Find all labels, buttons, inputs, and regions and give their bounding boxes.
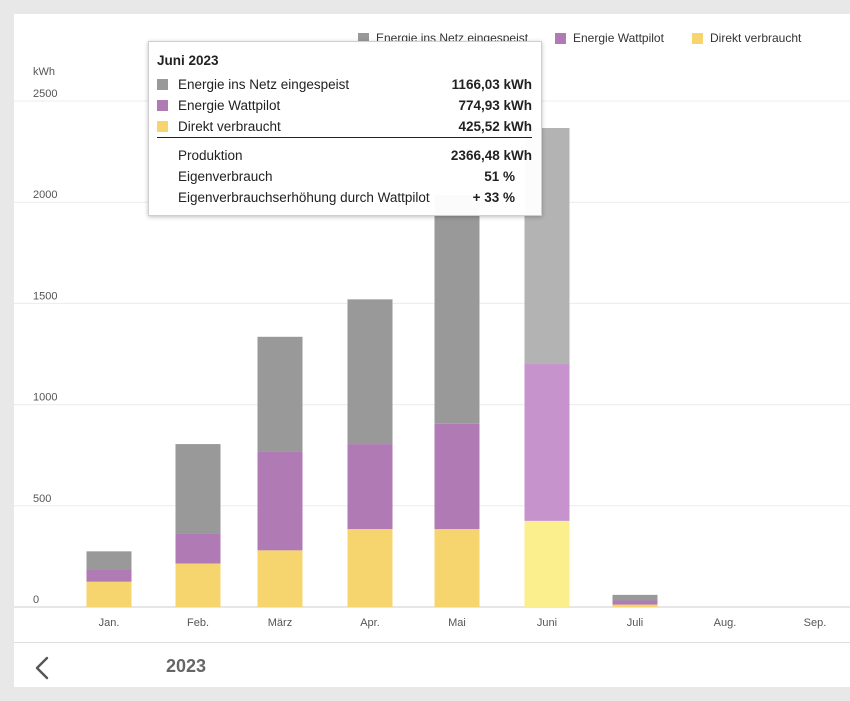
y-axis-unit: kWh bbox=[33, 66, 55, 78]
bars bbox=[86, 128, 658, 607]
bar-segment[interactable] bbox=[347, 529, 393, 607]
legend-label: Direkt verbraucht bbox=[710, 31, 802, 45]
bar-segment[interactable] bbox=[434, 529, 480, 607]
y-tick-label: 500 bbox=[33, 493, 51, 505]
bar-segment[interactable] bbox=[524, 364, 570, 521]
y-tick-label: 0 bbox=[33, 594, 39, 606]
x-tick-label: Juli bbox=[627, 617, 644, 629]
tooltip-row-value: 425,52 kWh bbox=[458, 119, 532, 134]
tooltip: Juni 2023 Energie ins Netz eingespeist 1… bbox=[148, 41, 542, 216]
bar-segment[interactable] bbox=[175, 444, 221, 534]
tooltip-row-value: 774,93 kWh bbox=[458, 98, 532, 113]
bar-segment[interactable] bbox=[257, 550, 303, 607]
bar-segment[interactable] bbox=[257, 451, 303, 551]
bar-segment[interactable] bbox=[434, 423, 480, 530]
tooltip-summary-row: Produktion bbox=[157, 145, 243, 165]
tooltip-title: Juni 2023 bbox=[157, 53, 219, 68]
footer-divider bbox=[14, 642, 850, 643]
bar-segment[interactable] bbox=[434, 195, 480, 424]
bar-segment[interactable] bbox=[175, 533, 221, 564]
bar-segment[interactable] bbox=[524, 520, 570, 607]
bar-segment[interactable] bbox=[347, 299, 393, 445]
legend-swatch bbox=[358, 32, 369, 44]
tooltip-summary-label: Eigenverbrauch bbox=[178, 168, 273, 184]
tooltip-row-label: Energie ins Netz eingespeist bbox=[178, 76, 350, 92]
tooltip-row-label: Energie Wattpilot bbox=[178, 97, 281, 113]
tooltip-summary-value: + 33 % bbox=[472, 190, 515, 205]
stacked-bar-chart: 0 500 1000 1500 2000 2500 Jan. Feb. März Apr. Mai… bbox=[14, 88, 850, 629]
x-tick-label: Juni bbox=[537, 617, 557, 629]
bar-segment[interactable] bbox=[86, 551, 132, 570]
bar-segment[interactable] bbox=[612, 600, 658, 605]
tooltip-summary-value: 2366,48 kWh bbox=[450, 148, 532, 163]
y-tick-label: 1500 bbox=[33, 290, 57, 302]
tooltip-summary-row: Eigenverbrauch bbox=[157, 166, 273, 186]
tooltip-row: Direkt verbraucht bbox=[157, 116, 281, 136]
chevron-left-icon bbox=[35, 656, 49, 680]
tooltip-row: Energie ins Netz eingespeist bbox=[157, 74, 349, 94]
x-tick-label: Apr. bbox=[360, 617, 380, 629]
bar-segment[interactable] bbox=[612, 604, 658, 607]
bar-segment[interactable] bbox=[86, 569, 132, 582]
tooltip-row: Energie Wattpilot bbox=[157, 95, 280, 115]
legend-item-direct[interactable]: Direkt verbraucht bbox=[692, 31, 801, 45]
legend-swatch bbox=[692, 32, 703, 44]
y-tick-label: 2500 bbox=[33, 88, 57, 100]
y-tick-labels: 0 500 1000 1500 2000 2500 bbox=[33, 88, 57, 606]
x-tick-label: Feb. bbox=[187, 617, 209, 629]
bar-segment[interactable] bbox=[612, 594, 658, 601]
tooltip-row-label: Direkt verbraucht bbox=[178, 118, 281, 134]
legend-item-wattpilot[interactable]: Energie Wattpilot bbox=[555, 31, 664, 45]
tooltip-summary-row: Eigenverbrauchserhöhung durch Wattpilot bbox=[157, 187, 430, 207]
tooltip-summary-value: 51 % bbox=[484, 169, 515, 184]
previous-year-button[interactable] bbox=[30, 654, 54, 682]
x-tick-label: Jan. bbox=[99, 617, 120, 629]
y-tick-label: 2000 bbox=[33, 189, 57, 201]
tooltip-swatch bbox=[157, 78, 168, 90]
bar-segment[interactable] bbox=[347, 444, 393, 530]
y-tick-label: 1000 bbox=[33, 392, 57, 404]
year-label: 2023 bbox=[166, 656, 207, 676]
tooltip-row-value: 1166,03 kWh bbox=[451, 77, 532, 92]
tooltip-swatch bbox=[157, 120, 168, 132]
bar-segment[interactable] bbox=[257, 336, 303, 452]
x-tick-label: Mai bbox=[448, 617, 466, 629]
tooltip-summary-label: Produktion bbox=[178, 147, 243, 163]
bar-segment[interactable] bbox=[175, 563, 221, 607]
tooltip-separator bbox=[157, 137, 532, 138]
x-tick-label: März bbox=[268, 617, 292, 629]
x-tick-label: Aug. bbox=[714, 617, 737, 629]
tooltip-summary-label: Eigenverbrauchserhöhung durch Wattpilot bbox=[178, 189, 430, 205]
legend-swatch bbox=[555, 32, 566, 44]
x-tick-label: Sep. bbox=[804, 617, 827, 629]
bar-segment[interactable] bbox=[86, 581, 132, 607]
x-tick-labels: Jan. Feb. März Apr. Mai Juni Juli Aug. Sep. bbox=[99, 617, 827, 629]
tooltip-swatch bbox=[157, 99, 168, 111]
legend-label: Energie Wattpilot bbox=[573, 31, 664, 45]
